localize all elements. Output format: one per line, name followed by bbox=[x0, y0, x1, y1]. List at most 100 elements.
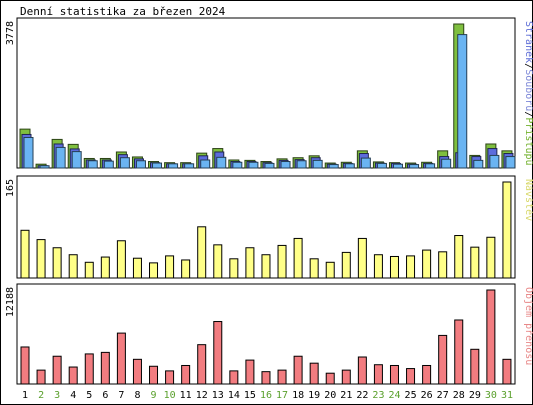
y-max-label: 165 bbox=[5, 179, 16, 197]
legend-entry: Souborů bbox=[523, 69, 533, 111]
bar-middle-day-21 bbox=[341, 251, 351, 279]
bar-bottom-day-6 bbox=[100, 351, 110, 385]
bar-middle-day-3 bbox=[52, 247, 62, 279]
bar-middle-day-13 bbox=[213, 244, 223, 279]
y-max-label: 3778 bbox=[5, 21, 16, 45]
bar-bottom-day-29 bbox=[470, 348, 480, 385]
x-tick-label-day-21: 21 bbox=[340, 390, 352, 401]
x-tick-label-day-24: 24 bbox=[388, 390, 400, 401]
bar-middle-day-19 bbox=[309, 258, 319, 279]
bar-strnek-day-6 bbox=[103, 160, 114, 169]
x-tick-label-day-25: 25 bbox=[405, 390, 417, 401]
bar-strnek-day-22 bbox=[360, 157, 371, 169]
x-tick-label-day-16: 16 bbox=[260, 390, 272, 401]
x-tick-label-day-30: 30 bbox=[485, 390, 497, 401]
bar-bottom-day-16 bbox=[261, 371, 271, 385]
bar-middle-day-5 bbox=[84, 261, 94, 279]
x-tick-label-day-2: 2 bbox=[38, 390, 44, 401]
y-max-label: 12188 bbox=[5, 287, 16, 317]
bar-strnek-day-26 bbox=[425, 163, 436, 169]
x-tick-label-day-6: 6 bbox=[102, 390, 108, 401]
x-tick-label-day-26: 26 bbox=[421, 390, 433, 401]
legend: Objem přenosu bbox=[523, 287, 533, 365]
bar-middle-day-22 bbox=[357, 237, 367, 279]
legend-entry: / bbox=[523, 63, 533, 69]
x-tick-label-day-8: 8 bbox=[134, 390, 140, 401]
bar-bottom-day-7 bbox=[116, 332, 126, 385]
bar-bottom-day-24 bbox=[389, 364, 399, 385]
bar-middle-day-7 bbox=[116, 240, 126, 279]
bar-bottom-day-31 bbox=[502, 358, 512, 385]
bar-strnek-day-12 bbox=[200, 159, 211, 169]
bar-strnek-day-18 bbox=[296, 160, 307, 169]
bar-bottom-day-14 bbox=[229, 370, 239, 385]
bar-middle-day-10 bbox=[165, 255, 175, 279]
bar-middle-day-2 bbox=[36, 239, 46, 279]
x-tick-label-day-31: 31 bbox=[501, 390, 513, 401]
bar-middle-day-12 bbox=[197, 226, 207, 279]
bar-strnek-day-17 bbox=[280, 161, 291, 169]
bar-bottom-day-23 bbox=[373, 364, 383, 385]
bar-strnek-day-30 bbox=[489, 154, 500, 169]
bar-strnek-day-31 bbox=[505, 156, 516, 169]
x-tick-label-day-29: 29 bbox=[469, 390, 481, 401]
bar-middle-day-4 bbox=[68, 254, 78, 279]
chart-title: Denní statistika za březen 2024 bbox=[20, 5, 226, 18]
x-tick-label-day-28: 28 bbox=[453, 390, 465, 401]
bar-bottom-day-18 bbox=[293, 355, 303, 385]
bar-bottom-day-17 bbox=[277, 369, 287, 385]
bar-strnek-day-25 bbox=[409, 164, 420, 169]
bar-middle-day-27 bbox=[438, 251, 448, 279]
x-tick-label-day-23: 23 bbox=[372, 390, 384, 401]
bar-middle-day-18 bbox=[293, 237, 303, 279]
bar-middle-day-16 bbox=[261, 254, 271, 279]
bar-strnek-day-19 bbox=[312, 159, 323, 169]
bar-strnek-day-3 bbox=[55, 146, 66, 169]
bar-strnek-day-20 bbox=[328, 164, 339, 169]
bar-bottom-day-11 bbox=[181, 364, 191, 385]
bar-middle-day-17 bbox=[277, 244, 287, 279]
bar-strnek-day-5 bbox=[87, 160, 98, 169]
bar-bottom-day-1 bbox=[20, 346, 30, 385]
legend: Stránek/Souborů/Přístupů bbox=[523, 21, 533, 166]
bar-strnek-day-23 bbox=[376, 162, 387, 169]
bar-bottom-day-25 bbox=[406, 368, 416, 385]
x-tick-label-day-20: 20 bbox=[324, 390, 336, 401]
legend-entry: / bbox=[523, 111, 533, 117]
bar-strnek-day-7 bbox=[119, 157, 130, 169]
legend-entry: Stránek bbox=[523, 21, 533, 63]
bar-strnek-day-29 bbox=[473, 159, 484, 169]
bar-middle-day-9 bbox=[149, 262, 159, 279]
bar-bottom-day-15 bbox=[245, 359, 255, 385]
bar-bottom-day-5 bbox=[84, 353, 94, 385]
bar-strnek-day-1 bbox=[23, 137, 34, 169]
bar-middle-day-26 bbox=[422, 249, 432, 279]
bar-bottom-day-22 bbox=[357, 356, 367, 385]
bar-bottom-day-13 bbox=[213, 321, 223, 385]
bar-middle-day-25 bbox=[406, 255, 416, 279]
bar-strnek-day-2 bbox=[39, 165, 50, 169]
x-tick-label-day-9: 9 bbox=[151, 390, 157, 401]
traffic-panel: 12188 Objem přenosu bbox=[5, 283, 533, 385]
bar-middle-day-24 bbox=[389, 255, 399, 279]
bar-middle-day-8 bbox=[132, 257, 142, 279]
x-tick-label-day-22: 22 bbox=[356, 390, 368, 401]
visits-panel: 165 Návštěv bbox=[5, 175, 533, 279]
bar-middle-day-14 bbox=[229, 258, 239, 279]
bar-strnek-day-24 bbox=[392, 163, 403, 169]
bar-bottom-day-21 bbox=[341, 369, 351, 385]
bar-middle-day-11 bbox=[181, 259, 191, 279]
bar-bottom-day-30 bbox=[486, 289, 496, 385]
bar-strnek-day-13 bbox=[216, 156, 227, 169]
x-tick-label-day-5: 5 bbox=[86, 390, 92, 401]
x-tick-label-day-17: 17 bbox=[276, 390, 288, 401]
x-tick-label-day-27: 27 bbox=[437, 390, 449, 401]
bar-bottom-day-20 bbox=[325, 372, 335, 385]
x-tick-label-day-14: 14 bbox=[228, 390, 240, 401]
bar-bottom-day-28 bbox=[454, 319, 464, 385]
bar-bottom-day-19 bbox=[309, 362, 319, 385]
legend: Návštěv bbox=[523, 179, 533, 221]
bar-middle-day-28 bbox=[454, 235, 464, 279]
bar-middle-day-30 bbox=[486, 236, 496, 279]
x-tick-label-day-10: 10 bbox=[164, 390, 176, 401]
